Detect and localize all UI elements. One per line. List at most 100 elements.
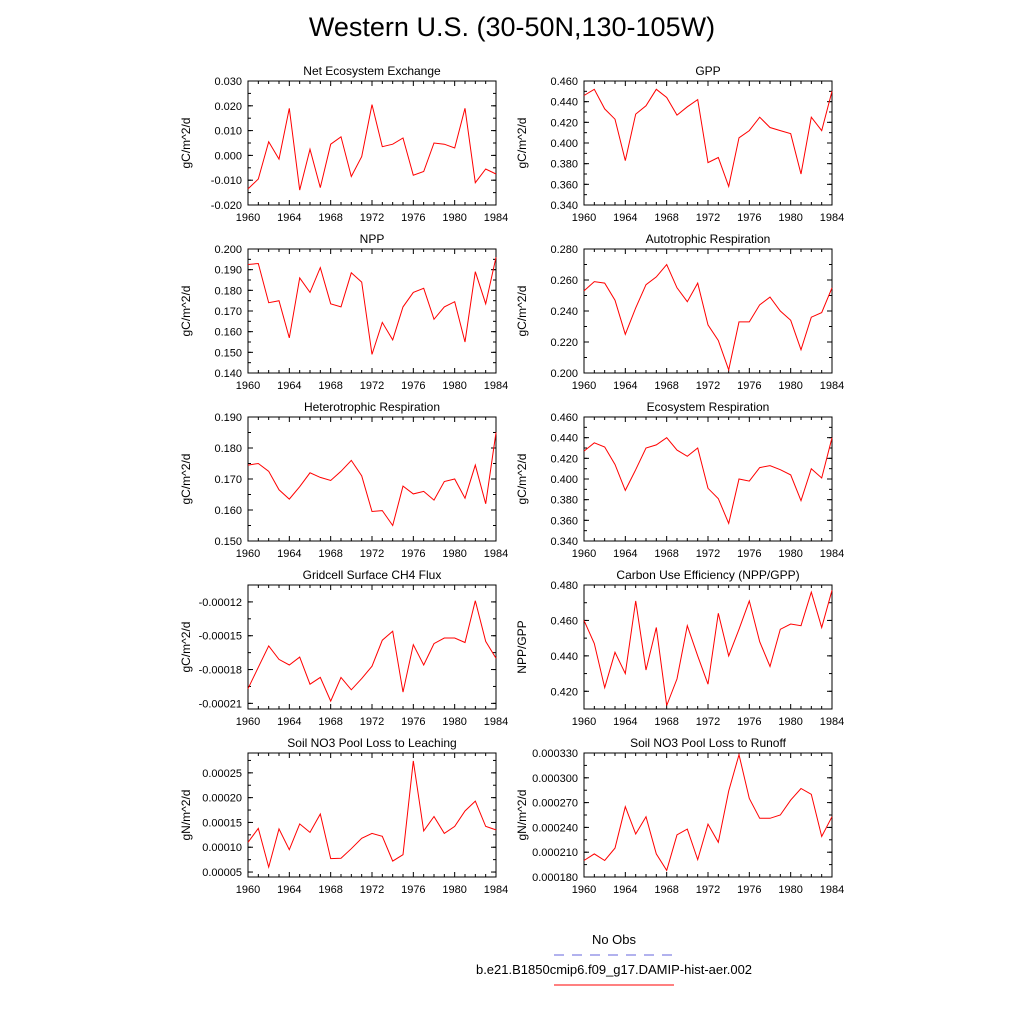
y-tick-label: 0.360 bbox=[550, 179, 578, 191]
y-tick-label: 0.420 bbox=[550, 453, 578, 465]
y-tick-label: 0.00025 bbox=[202, 768, 242, 780]
y-tick-label: 0.260 bbox=[550, 275, 578, 287]
y-tick-label: 0.420 bbox=[550, 117, 578, 129]
y-tick-label: -0.00012 bbox=[199, 597, 242, 609]
x-tick-label: 1976 bbox=[401, 884, 425, 896]
y-tick-label: 0.340 bbox=[550, 200, 578, 212]
x-tick-label: 1980 bbox=[778, 884, 802, 896]
x-tick-label: 1984 bbox=[820, 212, 844, 224]
y-tick-label: 0.380 bbox=[550, 159, 578, 171]
x-tick-label: 1964 bbox=[277, 716, 301, 728]
series-line bbox=[583, 752, 833, 872]
y-tick-label: 0.380 bbox=[550, 495, 578, 507]
x-tick-label: 1972 bbox=[696, 380, 720, 392]
y-tick-label: 0.480 bbox=[550, 580, 578, 592]
x-tick-label: 1984 bbox=[484, 884, 508, 896]
plot-frame bbox=[583, 248, 833, 374]
x-tick-label: 1968 bbox=[654, 716, 678, 728]
x-tick-label: 1972 bbox=[360, 716, 384, 728]
x-tick-label: 1984 bbox=[484, 212, 508, 224]
chart-panel: Soil NO3 Pool Loss to Leaching gN/m^2/d 19… bbox=[179, 736, 508, 896]
panel-title: Autotrophic Respiration bbox=[646, 232, 771, 246]
figure-title: Western U.S. (30-50N,130-105W) bbox=[308, 12, 716, 42]
chart-panel: NPP gC/m^2/d 1960 1964 1968 1972 1976 1980 1984 0… bbox=[179, 232, 508, 392]
series-line bbox=[247, 104, 497, 191]
panel-title: Gridcell Surface CH4 Flux bbox=[303, 568, 442, 582]
y-axis-label: gC/m^2/d bbox=[515, 454, 529, 505]
x-tick-label: 1960 bbox=[572, 716, 596, 728]
y-tick-label: 0.00010 bbox=[202, 842, 242, 854]
chart-panel: Autotrophic Respiration gC/m^2/d 1960 1964 1… bbox=[515, 232, 844, 392]
x-tick-label: 1968 bbox=[318, 212, 342, 224]
plot-frame bbox=[247, 584, 497, 710]
x-tick-label: 1980 bbox=[778, 212, 802, 224]
y-axis-label: gC/m^2/d bbox=[179, 286, 193, 337]
x-tick-label: 1964 bbox=[613, 212, 637, 224]
x-tick-label: 1960 bbox=[236, 380, 260, 392]
y-tick-label: 0.420 bbox=[550, 686, 578, 698]
x-tick-label: 1984 bbox=[820, 380, 844, 392]
series-line bbox=[247, 600, 497, 703]
y-tick-label: 0.170 bbox=[214, 474, 242, 486]
y-tick-label: 0.400 bbox=[550, 138, 578, 150]
series-line bbox=[247, 760, 497, 870]
y-tick-label: 0.020 bbox=[214, 101, 242, 113]
y-tick-label: 0.150 bbox=[214, 536, 242, 548]
x-tick-label: 1980 bbox=[442, 212, 466, 224]
plot-frame bbox=[583, 752, 833, 878]
y-tick-label: 0.160 bbox=[214, 327, 242, 339]
y-tick-label: 0.440 bbox=[550, 651, 578, 663]
chart-panel: Carbon Use Efficiency (NPP/GPP) NPP/GPP 19… bbox=[515, 568, 844, 728]
x-tick-label: 1976 bbox=[401, 548, 425, 560]
chart-panel: Soil NO3 Pool Loss to Runoff gN/m^2/d 1960… bbox=[515, 736, 844, 896]
y-tick-label: 0.000270 bbox=[532, 798, 578, 810]
panel-title: Soil NO3 Pool Loss to Runoff bbox=[630, 736, 787, 750]
y-tick-label: 0.010 bbox=[214, 126, 242, 138]
x-tick-label: 1968 bbox=[318, 380, 342, 392]
x-tick-label: 1972 bbox=[696, 884, 720, 896]
y-tick-label: 0.340 bbox=[550, 536, 578, 548]
series-line bbox=[583, 437, 833, 526]
panel-title: Carbon Use Efficiency (NPP/GPP) bbox=[616, 568, 799, 582]
x-tick-label: 1976 bbox=[401, 716, 425, 728]
chart-panel: GPP gC/m^2/d 1960 1964 1968 1972 1976 1980 1984 0… bbox=[515, 64, 844, 224]
series-line bbox=[583, 590, 833, 706]
y-tick-label: 0.440 bbox=[550, 433, 578, 445]
x-tick-label: 1980 bbox=[442, 380, 466, 392]
y-tick-label: 0.180 bbox=[214, 443, 242, 455]
y-tick-label: 0.440 bbox=[550, 97, 578, 109]
y-tick-label: -0.020 bbox=[211, 200, 242, 212]
x-tick-label: 1972 bbox=[360, 380, 384, 392]
y-tick-label: -0.00018 bbox=[199, 665, 242, 677]
x-tick-label: 1984 bbox=[820, 548, 844, 560]
y-tick-label: 0.180 bbox=[214, 285, 242, 297]
y-axis-label: gN/m^2/d bbox=[179, 790, 193, 841]
x-tick-label: 1984 bbox=[484, 716, 508, 728]
y-axis-label: gN/m^2/d bbox=[515, 790, 529, 841]
y-tick-label: 0.400 bbox=[550, 474, 578, 486]
x-tick-label: 1980 bbox=[442, 548, 466, 560]
y-tick-label: 0.030 bbox=[214, 76, 242, 88]
x-tick-label: 1964 bbox=[277, 548, 301, 560]
plot-frame bbox=[247, 416, 497, 542]
x-tick-label: 1976 bbox=[737, 716, 761, 728]
x-tick-label: 1980 bbox=[778, 548, 802, 560]
x-tick-label: 1980 bbox=[442, 716, 466, 728]
x-tick-label: 1960 bbox=[572, 884, 596, 896]
x-tick-label: 1972 bbox=[696, 212, 720, 224]
x-tick-label: 1960 bbox=[236, 212, 260, 224]
y-tick-label: 0.00015 bbox=[202, 817, 242, 829]
y-tick-label: 0.190 bbox=[214, 265, 242, 277]
panel-title: Heterotrophic Respiration bbox=[304, 400, 440, 414]
panel-title: Soil NO3 Pool Loss to Leaching bbox=[287, 736, 456, 750]
x-tick-label: 1976 bbox=[737, 548, 761, 560]
x-tick-label: 1972 bbox=[696, 548, 720, 560]
x-tick-label: 1968 bbox=[654, 548, 678, 560]
x-tick-label: 1964 bbox=[277, 884, 301, 896]
x-tick-label: 1964 bbox=[613, 716, 637, 728]
x-tick-label: 1960 bbox=[572, 548, 596, 560]
y-tick-label: 0.000330 bbox=[532, 748, 578, 760]
x-tick-label: 1976 bbox=[401, 380, 425, 392]
y-tick-label: 0.000180 bbox=[532, 872, 578, 884]
